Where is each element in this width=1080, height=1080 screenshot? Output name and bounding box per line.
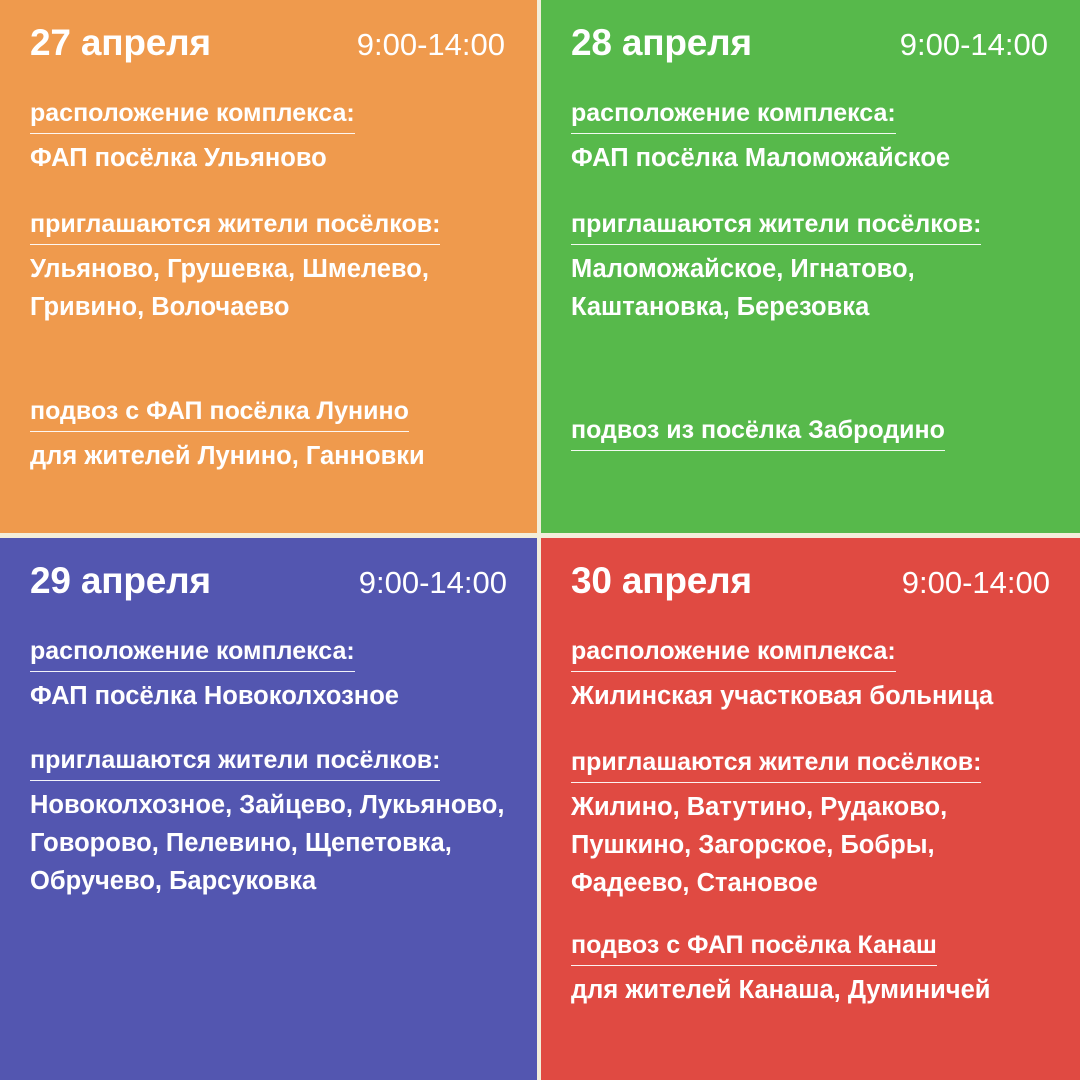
panel-28-april: 28 апреля 9:00-14:00 расположение компле… bbox=[541, 0, 1080, 533]
panel-header: 28 апреля 9:00-14:00 bbox=[571, 12, 1050, 74]
location-label: расположение комплекса: bbox=[30, 634, 355, 672]
location-block: расположение комплекса: ФАП посёлка Мало… bbox=[571, 96, 1050, 177]
panel-30-april: 30 апреля 9:00-14:00 расположение компле… bbox=[541, 538, 1080, 1080]
vertical-divider-bottom bbox=[537, 538, 541, 1080]
transport-value: для жителей Лунино, Ганновки bbox=[30, 442, 425, 470]
villages-block: приглашаются жители посёлков: Ульяново, … bbox=[30, 207, 507, 326]
panel-date: 27 апреля bbox=[30, 22, 211, 63]
panel-time: 9:00-14:00 bbox=[901, 565, 1050, 600]
location-label: расположение комплекса: bbox=[30, 96, 355, 134]
transport-label: подвоз с ФАП посёлка Лунино bbox=[30, 394, 409, 432]
panel-header: 27 апреля 9:00-14:00 bbox=[30, 12, 507, 74]
location-value: ФАП посёлка Ульяново bbox=[30, 144, 327, 172]
location-block: расположение комплекса: ФАП посёлка Ново… bbox=[30, 634, 507, 715]
transport-block: подвоз из посёлка Забродино bbox=[571, 413, 1050, 451]
location-value: ФАП посёлка Маломожайское bbox=[571, 144, 951, 172]
villages-label: приглашаются жители посёлков: bbox=[30, 743, 441, 781]
location-label: расположение комплекса: bbox=[571, 634, 896, 672]
villages-label: приглашаются жители посёлков: bbox=[30, 207, 441, 245]
panel-29-april: 29 апреля 9:00-14:00 расположение компле… bbox=[0, 538, 537, 1080]
location-value: ФАП посёлка Новоколхозное bbox=[30, 682, 399, 710]
transport-block: подвоз с ФАП посёлка Лунино для жителей … bbox=[30, 394, 507, 475]
villages-value: Жилино, Ватутино, Рудаково, Пушкино, Заг… bbox=[571, 793, 948, 897]
villages-label: приглашаются жители посёлков: bbox=[571, 207, 982, 245]
horizontal-divider bbox=[0, 533, 1080, 538]
panel-date: 29 апреля bbox=[30, 560, 211, 601]
villages-block: приглашаются жители посёлков: Жилино, Ва… bbox=[571, 745, 1050, 902]
transport-value: для жителей Канаша, Думиничей bbox=[571, 976, 991, 1004]
transport-block: подвоз с ФАП посёлка Канаш для жителей К… bbox=[571, 928, 1050, 1009]
vertical-divider-top bbox=[537, 0, 541, 533]
panel-header: 29 апреля 9:00-14:00 bbox=[30, 550, 507, 612]
panel-time: 9:00-14:00 bbox=[899, 27, 1048, 62]
panel-time: 9:00-14:00 bbox=[356, 27, 505, 62]
panel-27-april: 27 апреля 9:00-14:00 расположение компле… bbox=[0, 0, 537, 533]
panel-date: 30 апреля bbox=[571, 560, 752, 601]
villages-value: Маломожайское, Игнатово, Каштановка, Бер… bbox=[571, 255, 915, 321]
panel-spacer bbox=[30, 900, 507, 1070]
villages-block: приглашаются жители посёлков: Маломожайс… bbox=[571, 207, 1050, 326]
villages-value: Новоколхозное, Зайцево, Лукьяново, Говор… bbox=[30, 791, 505, 895]
villages-block: приглашаются жители посёлков: Новоколхоз… bbox=[30, 743, 507, 900]
panel-date: 28 апреля bbox=[571, 22, 752, 63]
location-block: расположение комплекса: Жилинская участк… bbox=[571, 634, 1050, 715]
panel-header: 30 апреля 9:00-14:00 bbox=[571, 550, 1050, 612]
villages-value: Ульяново, Грушевка, Шмелево, Гривино, Во… bbox=[30, 255, 429, 321]
transport-label: подвоз с ФАП посёлка Канаш bbox=[571, 928, 937, 966]
location-label: расположение комплекса: bbox=[571, 96, 896, 134]
transport-label: подвоз из посёлка Забродино bbox=[571, 413, 945, 451]
location-block: расположение комплекса: ФАП посёлка Улья… bbox=[30, 96, 507, 177]
panel-time: 9:00-14:00 bbox=[358, 565, 507, 600]
location-value: Жилинская участковая больница bbox=[571, 682, 994, 710]
villages-label: приглашаются жители посёлков: bbox=[571, 745, 982, 783]
